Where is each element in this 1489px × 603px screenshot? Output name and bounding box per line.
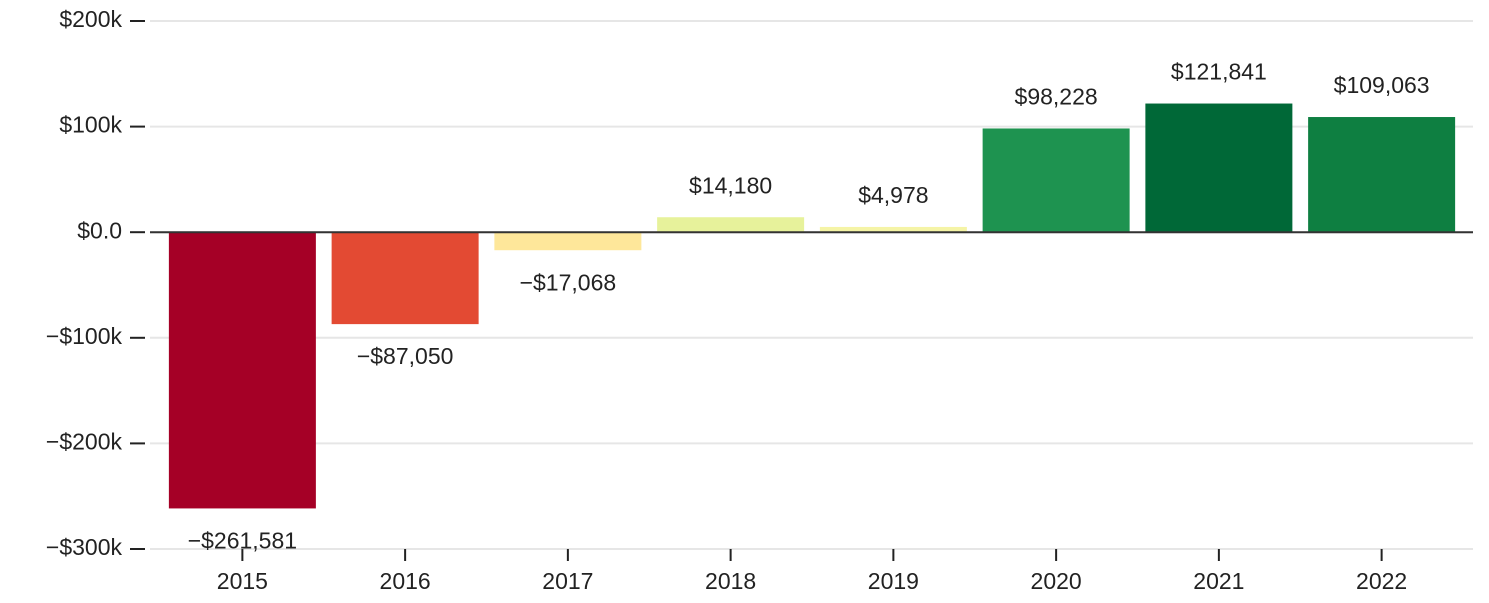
x-tick-label: 2016 — [380, 568, 431, 594]
bar — [819, 226, 967, 233]
x-tick-label: 2018 — [705, 568, 756, 594]
bar — [1308, 117, 1456, 233]
y-tick-label: −$100k — [46, 323, 123, 349]
value-label: −$17,068 — [520, 269, 617, 295]
value-label: $98,228 — [1015, 84, 1098, 110]
x-tick-label: 2020 — [1031, 568, 1082, 594]
bar — [657, 217, 805, 233]
x-tick-label: 2019 — [868, 568, 919, 594]
bar — [494, 232, 642, 251]
y-tick-label: −$200k — [46, 428, 123, 454]
value-label: $121,841 — [1171, 59, 1267, 85]
bar — [982, 128, 1130, 233]
bar — [168, 232, 316, 509]
value-label: $4,978 — [858, 182, 928, 208]
x-tick-label: 2022 — [1356, 568, 1407, 594]
y-tick-label: $0.0 — [77, 217, 122, 243]
x-tick-label: 2021 — [1193, 568, 1244, 594]
bar — [1145, 103, 1293, 233]
value-label: $14,180 — [689, 172, 772, 198]
x-tick-label: 2015 — [217, 568, 268, 594]
y-tick-label: −$300k — [46, 534, 123, 560]
y-tick-label: $200k — [59, 6, 122, 32]
value-label: −$261,581 — [188, 528, 297, 554]
x-tick-label: 2017 — [542, 568, 593, 594]
value-label: −$87,050 — [357, 343, 454, 369]
bar — [331, 232, 479, 325]
y-tick-label: $100k — [59, 112, 122, 138]
value-label: $109,063 — [1334, 72, 1430, 98]
